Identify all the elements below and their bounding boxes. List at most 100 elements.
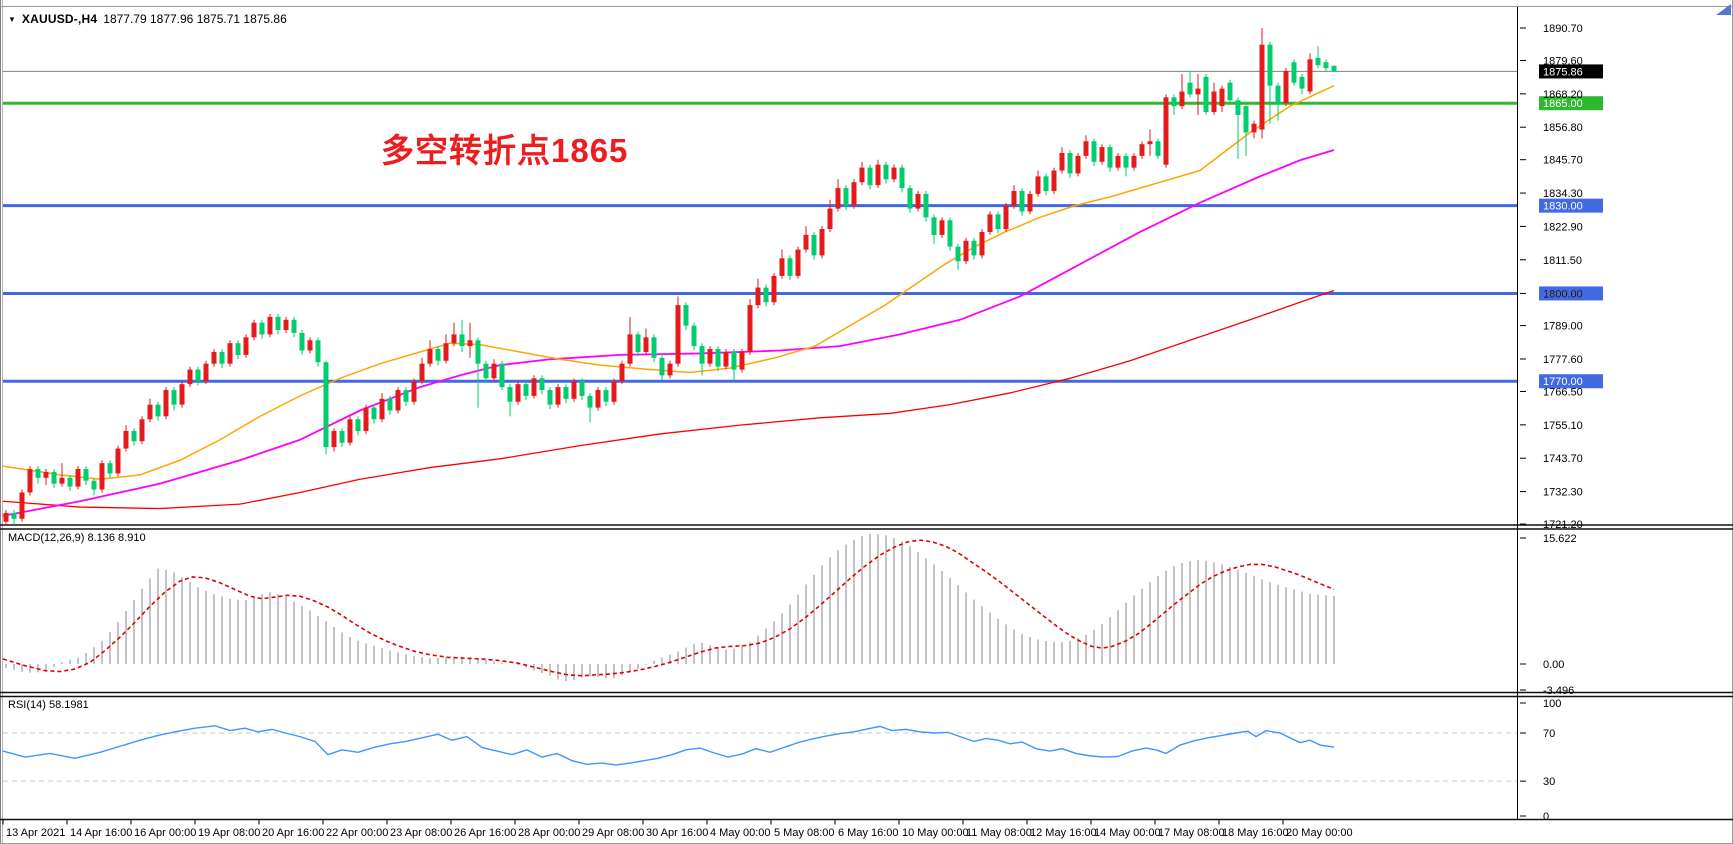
candle-body [819, 229, 825, 256]
candle-body [179, 384, 185, 405]
candle-body [715, 349, 721, 367]
candle-body [187, 369, 193, 385]
candle-body [299, 332, 305, 351]
candle-body [603, 390, 609, 402]
svg-text:1879.60: 1879.60 [1543, 55, 1583, 67]
candle-body [43, 471, 49, 478]
candle-body [539, 378, 545, 391]
candle-body [1155, 141, 1161, 156]
date-tick-label: 20 May 00:00 [1286, 827, 1353, 839]
date-tick-label: 23 Apr 08:00 [390, 827, 452, 839]
candle-body [11, 512, 17, 519]
svg-text:1822.90: 1822.90 [1543, 221, 1583, 233]
ma-slow-red-line [2, 289, 1335, 510]
candle-body [419, 363, 425, 382]
candle-body [1091, 141, 1097, 162]
candle-body [1179, 91, 1185, 107]
date-tick-label: 29 Apr 08:00 [582, 827, 644, 839]
svg-text:0: 0 [1543, 811, 1549, 823]
date-axis: 13 Apr 2021 14 Apr 16:00 16 Apr 00:00 19 Ap… [2, 820, 1353, 839]
svg-text:1845.70: 1845.70 [1543, 155, 1583, 167]
candle-body [467, 340, 473, 347]
svg-text:0.00: 0.00 [1543, 659, 1564, 671]
candle-body [371, 407, 377, 420]
candle-body [387, 398, 393, 411]
candle-body [939, 220, 945, 235]
candle-body [483, 363, 489, 379]
svg-text:1811.50: 1811.50 [1543, 255, 1582, 267]
candle-body [443, 343, 449, 361]
date-tick-label: 10 May 00:00 [902, 827, 969, 839]
candle-body [803, 234, 809, 250]
svg-text:15.622: 15.622 [1543, 533, 1577, 545]
candle-body [987, 214, 993, 232]
chart-title: ▼ XAUUSD-,H4 1877.79 1877.96 1875.71 187… [8, 12, 287, 26]
moving-averages [2, 84, 1335, 517]
candle-body [571, 381, 577, 399]
candle-body [347, 419, 353, 443]
svg-text:-3.496: -3.496 [1543, 685, 1574, 697]
candle-body [147, 404, 153, 420]
candle-body [1147, 141, 1153, 145]
candle-body [779, 258, 785, 276]
candle-body [731, 351, 737, 370]
svg-text:1800.00: 1800.00 [1543, 288, 1583, 300]
candle-body [171, 390, 177, 405]
candle-body [363, 407, 369, 431]
candle-body [1227, 82, 1233, 101]
candle-body [107, 463, 113, 474]
date-tick-label: 19 Apr 08:00 [198, 827, 260, 839]
candle-body [75, 469, 81, 487]
candle-body [139, 419, 145, 442]
candle-body [859, 167, 865, 183]
candle-body [531, 378, 537, 396]
scroll-to-end-icon[interactable] [1716, 4, 1731, 15]
candle-body [379, 398, 385, 420]
candle-body [459, 334, 465, 347]
candle-body [891, 167, 897, 180]
candle-body [1171, 97, 1177, 107]
candle-body [683, 305, 689, 326]
annotation-text[interactable]: 多空转折点1865 [381, 132, 629, 169]
date-tick-label: 26 Apr 16:00 [454, 827, 516, 839]
price-axis: 1890.70 1879.60 1868.20 1856.80 1845.70 1834.… [1520, 23, 1583, 531]
candle-body [1251, 123, 1257, 133]
candle-body [827, 208, 833, 230]
candle-body [523, 384, 529, 396]
svg-text:1875.86: 1875.86 [1543, 66, 1583, 78]
candle-body [491, 363, 497, 379]
level-badge [1539, 286, 1603, 301]
date-tick-label: 6 May 16:00 [838, 827, 899, 839]
candle-body [163, 390, 169, 417]
macd-indicator-label: MACD(12,26,9) 8.136 8.910 [8, 532, 146, 544]
svg-text:1721.20: 1721.20 [1543, 519, 1583, 531]
rsi-indicator-label: RSI(14) 58.1981 [8, 699, 89, 711]
symbol-dropdown-icon[interactable]: ▼ [8, 14, 16, 24]
svg-text:1789.00: 1789.00 [1543, 321, 1583, 333]
candle-body [291, 319, 297, 333]
candle-body [451, 334, 457, 344]
candle-body [707, 349, 713, 364]
candle-body [811, 234, 817, 256]
rsi-panel: 100 70 30 0 [2, 698, 1561, 823]
candle-body [899, 167, 905, 189]
candle-body [211, 351, 217, 364]
candle-body [275, 316, 281, 331]
candle-body [1315, 57, 1321, 66]
svg-text:1755.10: 1755.10 [1543, 420, 1583, 432]
candle-body [587, 395, 593, 408]
level-badge [1539, 96, 1603, 111]
level-badge [1539, 374, 1603, 389]
date-tick-label: 12 May 16:00 [1030, 827, 1097, 839]
candle-body [611, 381, 617, 402]
date-tick-label: 20 Apr 16:00 [262, 827, 324, 839]
candle-body [1011, 191, 1017, 206]
candle-body [251, 322, 257, 338]
macd-panel: 15.622 0.00 -3.496 [2, 533, 1577, 697]
candle-body [883, 164, 889, 180]
candle-body [1003, 205, 1009, 230]
candle-body [1035, 176, 1041, 194]
current-price-badge [1539, 64, 1603, 79]
candle-body [427, 349, 433, 364]
